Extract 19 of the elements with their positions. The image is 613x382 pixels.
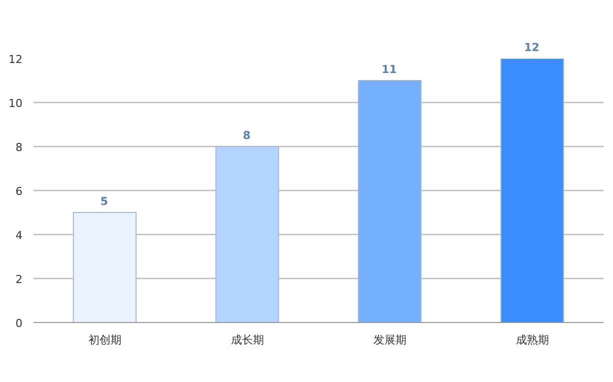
bar [215,146,280,322]
y-tick-label: 12 [8,53,23,66]
x-tick-label: 成长期 [230,334,264,346]
x-tick-label: 初创期 [88,334,122,346]
x-tick-label: 成熟期 [516,334,549,346]
y-tick-label: 0 [16,317,22,330]
data-label: 8 [242,129,251,142]
y-tick-label: 4 [16,229,22,242]
bar [72,212,137,322]
y-tick-label: 8 [16,141,22,154]
bar [358,80,422,322]
y-tick-label: 6 [16,185,22,198]
data-label: 11 [382,63,397,76]
x-tick-label: 发展期 [373,334,406,346]
data-label: 5 [100,195,108,208]
y-tick-label: 10 [8,97,23,110]
y-tick-label: 2 [16,273,22,286]
data-label: 12 [524,41,540,54]
bar [500,58,564,322]
